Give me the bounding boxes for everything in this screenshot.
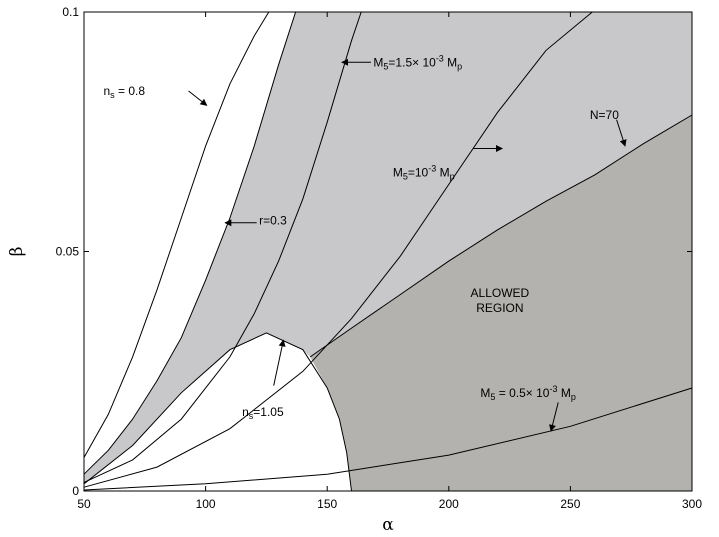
x-axis-label: α	[382, 515, 394, 535]
light-region	[84, 12, 692, 484]
annotation-text: r=0.3	[259, 213, 287, 227]
allowed-region	[310, 114, 692, 492]
annotations-group: ns = 0.8 r=0.3 M5=1.5× 10-3 Mp M5=10-3 Mp N=…	[103, 53, 627, 432]
annotation-text: ns = 0.8	[103, 84, 145, 100]
annotation-text: ns=1.05	[242, 405, 284, 421]
x-tick-label: 300	[682, 497, 702, 511]
x-tick-label: 200	[439, 497, 459, 511]
y-axis-label: β	[7, 247, 27, 257]
curve-m10	[83, 11, 593, 488]
annotation-a-r03: r=0.3	[224, 213, 287, 227]
y-tick-label: 0.1	[62, 5, 79, 19]
annotation-text: N=70	[590, 108, 619, 122]
x-tick-label: 250	[560, 497, 580, 511]
x-tick-label: 100	[196, 497, 216, 511]
allowed-region-label: ALLOWED REGION	[471, 286, 530, 315]
annotation-arrow	[273, 339, 286, 386]
annotation-text: M5=10-3 Mp	[393, 163, 455, 181]
annotation-arrow	[188, 90, 208, 106]
curve-n70	[309, 114, 693, 358]
curve-ns08	[83, 11, 270, 458]
y-tick-label: 0	[72, 484, 79, 498]
annotation-a-m15: M5=1.5× 10-3 Mp	[341, 53, 462, 71]
curve-r03	[83, 11, 297, 475]
annotation-text: M5 = 0.5× 10-3 Mp	[480, 384, 575, 402]
annotation-text: M5=1.5× 10-3 Mp	[373, 53, 462, 71]
curve-m15	[83, 11, 362, 483]
y-tick-label: 0.05	[56, 245, 80, 259]
annotation-a-n70: N=70	[590, 108, 627, 147]
x-tick-label: 150	[317, 497, 337, 511]
shaded-regions	[84, 12, 692, 492]
curve-m05	[83, 387, 693, 491]
annotation-a-m05: M5 = 0.5× 10-3 Mp	[480, 384, 576, 432]
annotation-a-ns105: ns=1.05	[242, 339, 286, 421]
annotation-a-ns08: ns = 0.8	[103, 84, 208, 106]
annotation-arrow	[616, 119, 627, 147]
x-tick-label: 50	[77, 497, 91, 511]
axis-ticks: 50 100 150 200 250 300 0 0.05 0.1	[56, 5, 703, 511]
annotation-a-m10: M5=10-3 Mp	[393, 145, 504, 181]
annotation-arrow	[549, 402, 559, 432]
